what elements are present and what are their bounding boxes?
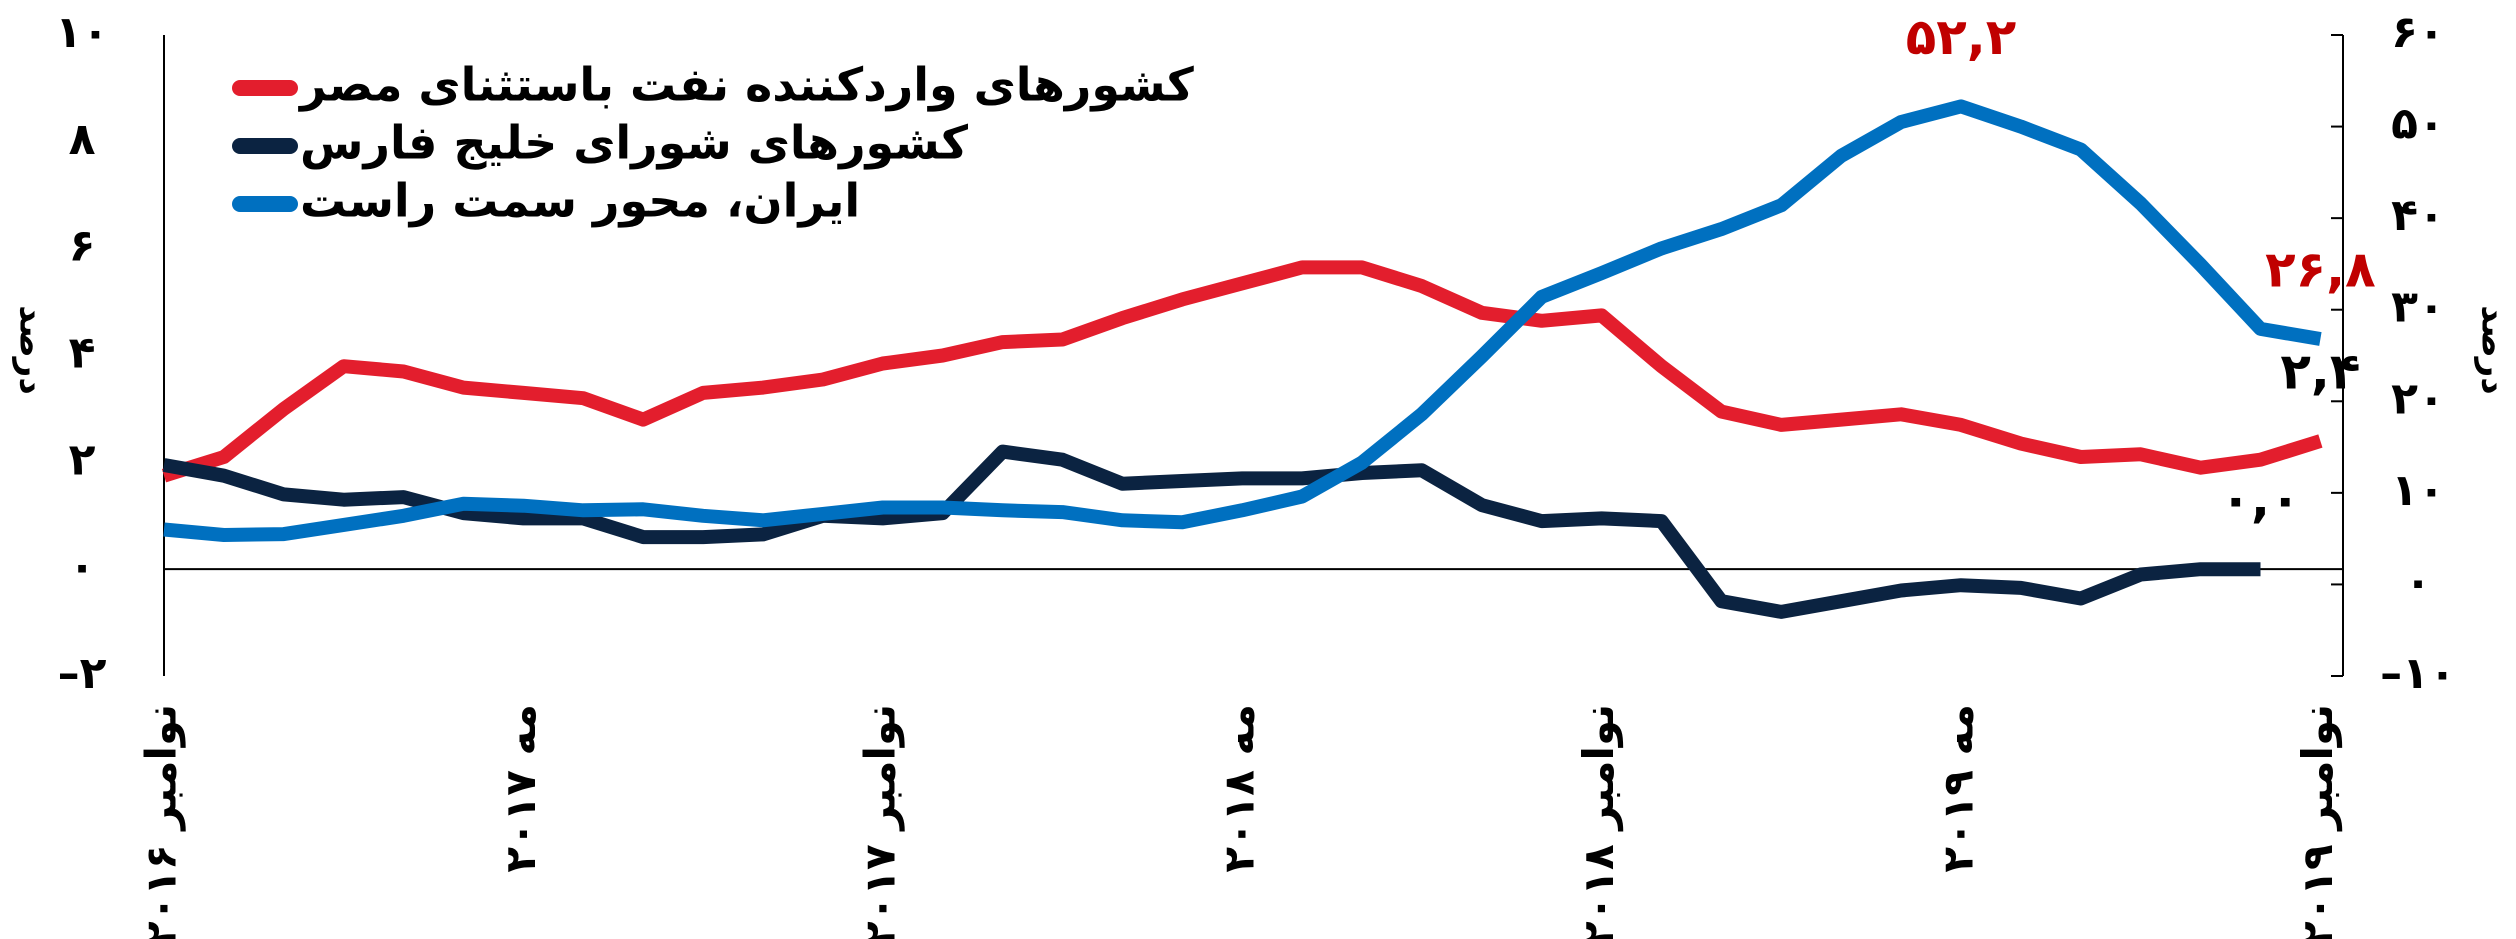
y-tick-label: ۱۰	[55, 7, 109, 58]
x-tick-label: نوامبر ۲۰۱۷	[855, 704, 905, 939]
y-tick-label: –۲	[58, 648, 107, 699]
y-tick-label: ۶	[69, 221, 96, 272]
value-label: ۲۶,۸	[2265, 241, 2376, 299]
y2-axis-label: درصد	[2474, 305, 2514, 395]
y2-tick-label: ۱۰	[2391, 465, 2445, 516]
value-label: ۲,۴	[2280, 342, 2360, 400]
x-tick-label: مه ۲۰۱۷	[496, 704, 545, 873]
y2-tick-label: ۶۰	[2391, 7, 2445, 58]
legend-label: کشورهای واردکننده نفت باستثنای مصر	[298, 58, 1194, 112]
y-tick-label: ۸	[69, 114, 96, 165]
y2-tick-label: ۳۰	[2391, 282, 2445, 333]
y-tick-label: ۴	[69, 328, 96, 379]
x-tick-label: مه ۲۰۱۹	[1934, 704, 1983, 873]
y2-tick-label: ۴۰	[2391, 190, 2445, 241]
x-tick-label: نوامبر ۲۰۱۶	[137, 704, 187, 939]
y2-tick-label: ۲۰	[2391, 373, 2445, 424]
legend-label: کشورهای شورای خلیج فارس	[300, 116, 968, 170]
series-line	[161, 260, 2323, 483]
x-tick-label: نوامبر ۲۰۱۸	[1574, 704, 1624, 939]
value-label: ۵۲,۲	[1906, 8, 2017, 66]
y-axis-label: درصد	[12, 305, 52, 395]
series-line	[162, 444, 2261, 619]
series-line	[163, 99, 2322, 542]
x-tick-label: نوامبر ۲۰۱۹	[2293, 704, 2343, 939]
value-label: ۰,۰	[2220, 471, 2300, 529]
y2-tick-label: ۰	[2405, 556, 2432, 607]
legend-label: ایران، محور سمت راست	[300, 174, 860, 228]
y-tick-label: ۲	[69, 434, 96, 485]
y2-tick-label: –۱۰	[2380, 648, 2456, 699]
x-tick-label: مه ۲۰۱۸	[1215, 704, 1264, 873]
y-tick-label: ۰	[69, 541, 96, 592]
y2-tick-label: ۵۰	[2391, 99, 2445, 150]
